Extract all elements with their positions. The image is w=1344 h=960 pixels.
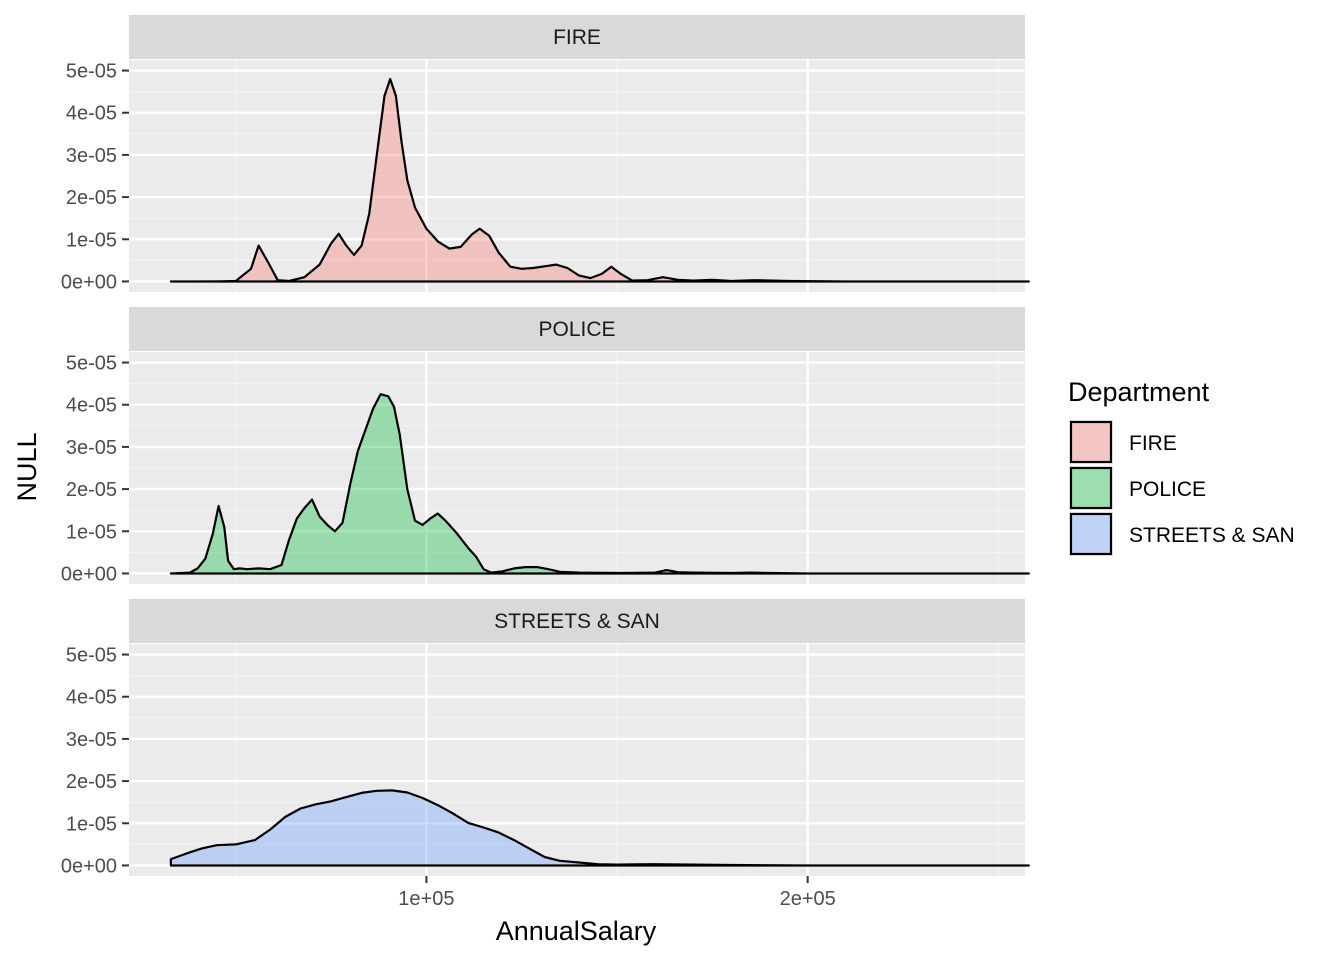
density-area: [170, 394, 1029, 574]
legend-item: POLICE: [1069, 466, 1206, 510]
density-outline: [169, 393, 1030, 575]
y-tick-label: 4e-05: [66, 687, 117, 709]
legend-swatch: [1069, 466, 1113, 510]
y-tick-label: 5e-05: [66, 645, 117, 667]
density-area: [170, 790, 1029, 866]
x-axis-title: AnnualSalary: [496, 916, 657, 946]
facet-strip-label: STREETS & SAN: [494, 610, 660, 633]
legend-label: STREETS & SAN: [1129, 524, 1295, 547]
panel-police: POLICE 0e+00 1e-05 2e-05 3e-05 4e-05 5e-05: [61, 307, 1030, 585]
y-tick-label: 1e-05: [66, 521, 117, 543]
legend-key-background: [1069, 420, 1113, 464]
facet-panels: FIRE0e+001e-052e-053e-054e-055e-05POLICE…: [61, 15, 1030, 877]
y-tick-label: 5e-05: [66, 353, 117, 375]
facet-strip-label: FIRE: [553, 26, 601, 49]
y-tick-label: 5e-05: [66, 61, 117, 83]
y-tick-label: 2e-05: [66, 771, 117, 793]
y-tick-label: 0e+00: [61, 855, 117, 877]
legend-key-background: [1069, 466, 1113, 510]
y-tick-label: 3e-05: [66, 145, 117, 167]
y-tick-label: 2e-05: [66, 187, 117, 209]
panel-fire: FIRE 0e+00 1e-05 2e-05 3e-05 4e-05 5e-05: [61, 15, 1030, 293]
y-tick-label: 3e-05: [66, 729, 117, 751]
y-axis-title: NULL: [12, 432, 42, 501]
y-tick-label: 4e-05: [66, 395, 117, 417]
facet-strip: [129, 599, 1025, 643]
y-tick-label: 0e+00: [61, 271, 117, 293]
legend-swatch: [1069, 512, 1113, 556]
legend-item: FIRE: [1069, 420, 1177, 464]
legend: Department FIRE POLICE STREETS & SAN: [1068, 377, 1295, 556]
x-tick-label: 1e+05: [398, 888, 454, 910]
legend-label: FIRE: [1129, 432, 1177, 455]
y-tick-label: 1e-05: [66, 229, 117, 251]
legend-item: STREETS & SAN: [1069, 512, 1295, 556]
y-tick-label: 1e-05: [66, 813, 117, 835]
density-area: [170, 79, 1029, 282]
y-tick-label: 0e+00: [61, 563, 117, 585]
x-axis: 1e+05 2e+05: [398, 876, 836, 910]
legend-key-background: [1069, 512, 1113, 556]
y-tick-label: 3e-05: [66, 437, 117, 459]
legend-title: Department: [1068, 377, 1210, 407]
facet-strip: [129, 15, 1025, 59]
y-tick-label: 4e-05: [66, 103, 117, 125]
density-outline: [169, 77, 1030, 283]
x-tick-label: 2e+05: [780, 888, 836, 910]
facet-strip: [129, 307, 1025, 351]
y-tick-label: 2e-05: [66, 479, 117, 501]
legend-swatch: [1069, 420, 1113, 464]
facet-strip-label: POLICE: [538, 318, 615, 341]
legend-label: POLICE: [1129, 478, 1206, 501]
panel-streets-san: STREETS & SAN 0e+00 1e-05 2e-05 3e-05 4e-05 5e…: [61, 599, 1030, 877]
density-outline: [169, 789, 1030, 867]
